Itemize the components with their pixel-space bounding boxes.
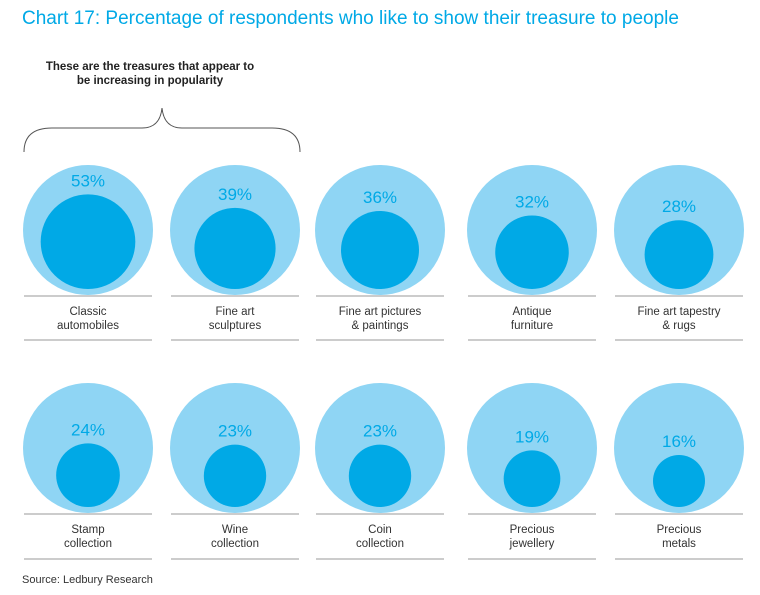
value-label: 36% — [363, 188, 397, 207]
value-bubble — [194, 207, 276, 289]
category-label: & paintings — [352, 320, 409, 332]
value-label: 53% — [71, 171, 105, 190]
value-bubble — [503, 450, 561, 507]
category-label: Stamp — [71, 524, 104, 536]
source-note: Source: Ledbury Research — [22, 574, 153, 586]
value-bubble — [203, 444, 267, 507]
category-label: collection — [211, 538, 259, 550]
bubble-item: 28% Fine art tapestry & rugs — [614, 165, 744, 341]
outer-bubble — [467, 383, 597, 513]
chart-title: Chart 17: Percentage of respondents who … — [22, 8, 679, 29]
value-label: 19% — [515, 427, 549, 446]
value-label: 28% — [662, 197, 696, 216]
category-label: furniture — [511, 320, 553, 332]
value-label: 39% — [218, 185, 252, 204]
value-bubble — [341, 211, 419, 289]
category-label: jewellery — [509, 538, 555, 550]
category-label: Coin — [368, 524, 392, 536]
category-label: collection — [356, 538, 404, 550]
popularity-annotation: These are the treasures that appear to b… — [45, 61, 255, 87]
bubble-item: 39% Fine art sculptures — [170, 165, 300, 341]
value-bubble — [348, 444, 412, 507]
value-label: 32% — [515, 192, 549, 211]
bubble-item: 24% Stamp collection — [23, 383, 153, 560]
category-label: sculptures — [209, 320, 262, 332]
category-label: Antique — [512, 306, 551, 318]
bubble-item: 53% Classic automobiles — [23, 165, 153, 341]
category-label: Fine art pictures — [339, 306, 422, 318]
value-label: 23% — [218, 422, 252, 441]
bubble-item: 23% Coin collection — [315, 383, 445, 560]
category-label: Precious — [657, 524, 702, 536]
bubble-item: 19% Precious jewellery — [467, 383, 597, 560]
value-bubble — [56, 443, 120, 508]
category-label: Wine — [222, 524, 248, 536]
value-bubble — [644, 220, 714, 289]
category-label: Classic — [69, 306, 106, 318]
value-bubble — [40, 194, 136, 289]
value-bubble — [653, 455, 705, 507]
category-label: Precious — [510, 524, 555, 536]
category-label: collection — [64, 538, 112, 550]
bubble-item: 23% Wine collection — [170, 383, 300, 560]
category-label: metals — [662, 538, 696, 550]
outer-bubble — [614, 383, 744, 513]
category-label: Fine art tapestry — [637, 306, 720, 318]
value-label: 24% — [71, 420, 105, 439]
annotation-bracket — [23, 107, 301, 153]
value-bubble — [495, 215, 569, 289]
category-label: & rugs — [662, 320, 695, 332]
bubble-item: 16% Precious metals — [614, 383, 744, 560]
value-label: 23% — [363, 422, 397, 441]
category-label: Fine art — [216, 306, 256, 318]
bubble-item: 36% Fine art pictures & paintings — [315, 165, 445, 341]
bubble-item: 32% Antique furniture — [467, 165, 597, 341]
value-label: 16% — [662, 432, 696, 451]
category-label: automobiles — [57, 320, 119, 332]
